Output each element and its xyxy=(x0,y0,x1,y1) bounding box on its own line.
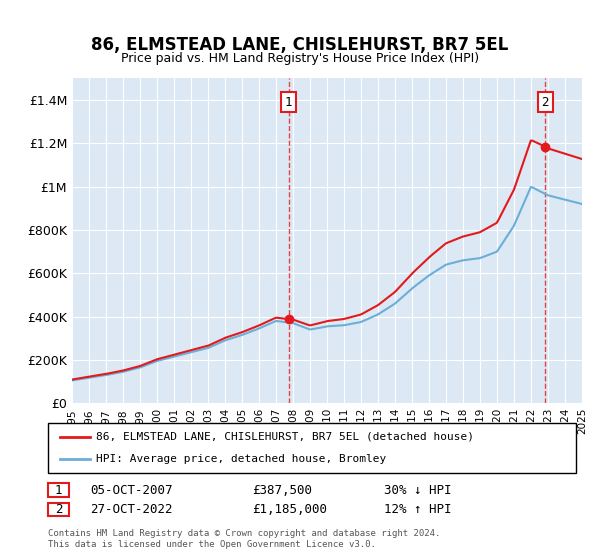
Text: 86, ELMSTEAD LANE, CHISLEHURST, BR7 5EL (detached house): 86, ELMSTEAD LANE, CHISLEHURST, BR7 5EL … xyxy=(96,432,474,442)
Text: Contains HM Land Registry data © Crown copyright and database right 2024.
This d: Contains HM Land Registry data © Crown c… xyxy=(48,529,440,549)
Text: 1: 1 xyxy=(285,96,293,109)
Text: 27-OCT-2022: 27-OCT-2022 xyxy=(90,503,173,516)
Text: 30% ↓ HPI: 30% ↓ HPI xyxy=(384,483,452,497)
Text: 2: 2 xyxy=(55,503,62,516)
Text: HPI: Average price, detached house, Bromley: HPI: Average price, detached house, Brom… xyxy=(96,454,386,464)
Text: 05-OCT-2007: 05-OCT-2007 xyxy=(90,483,173,497)
Text: 12% ↑ HPI: 12% ↑ HPI xyxy=(384,503,452,516)
Text: £387,500: £387,500 xyxy=(252,483,312,497)
Text: 1: 1 xyxy=(55,483,62,497)
Text: £1,185,000: £1,185,000 xyxy=(252,503,327,516)
Text: 2: 2 xyxy=(541,96,549,109)
Text: Price paid vs. HM Land Registry's House Price Index (HPI): Price paid vs. HM Land Registry's House … xyxy=(121,52,479,64)
Text: 86, ELMSTEAD LANE, CHISLEHURST, BR7 5EL: 86, ELMSTEAD LANE, CHISLEHURST, BR7 5EL xyxy=(91,36,509,54)
